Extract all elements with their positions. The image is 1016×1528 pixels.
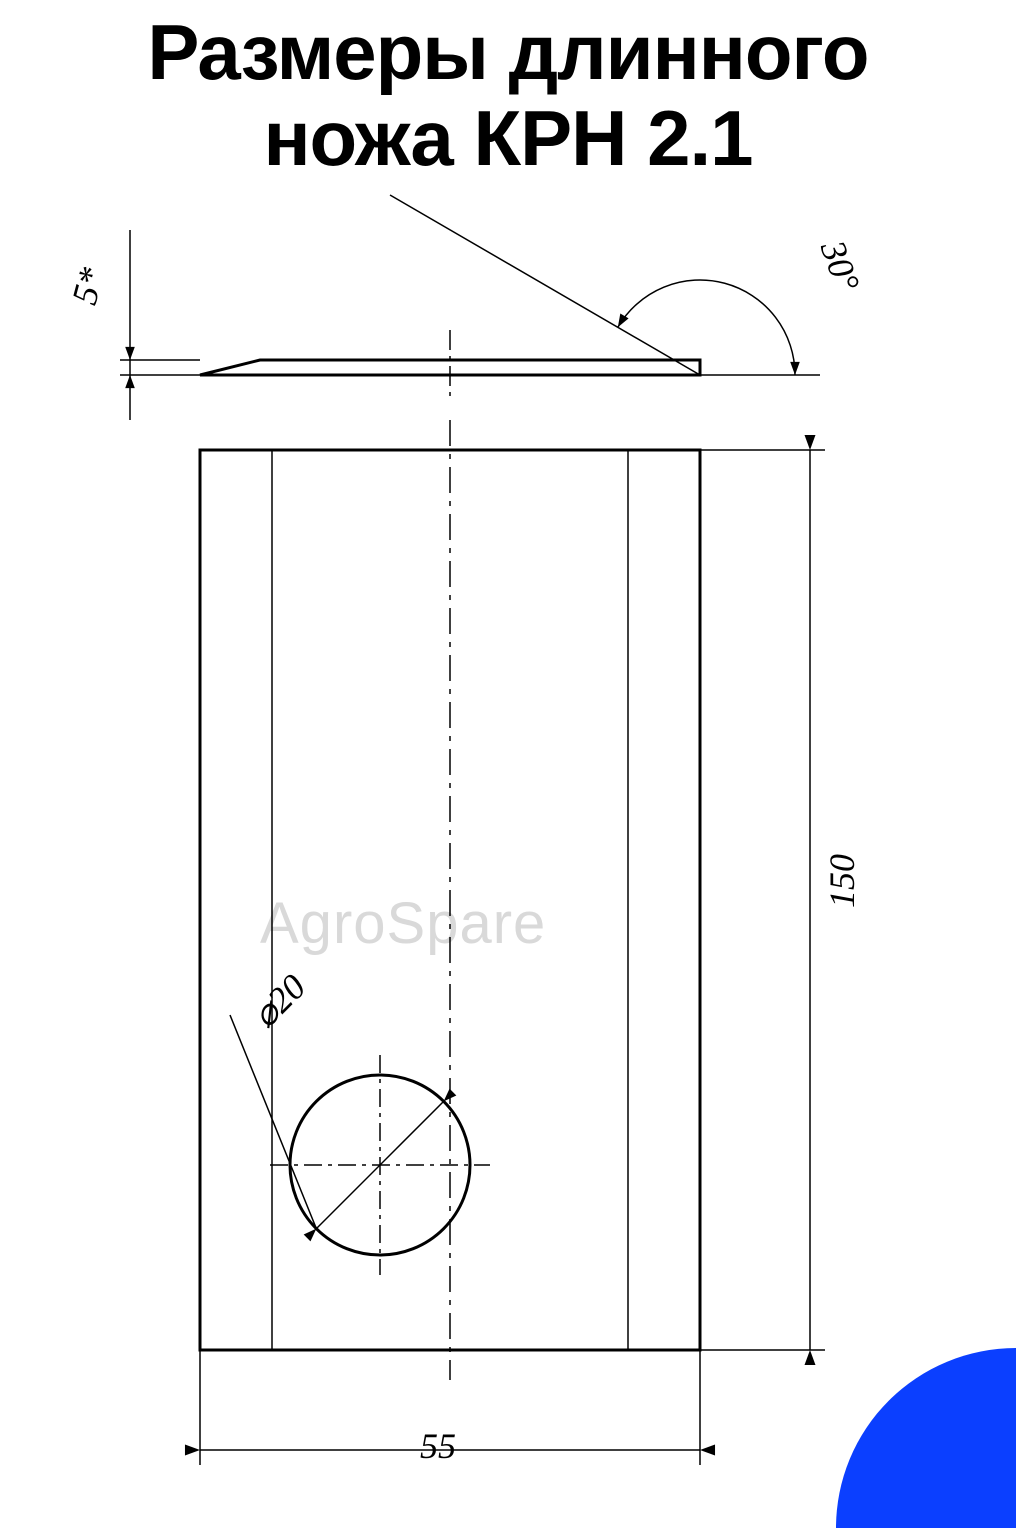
dim-height: 150 bbox=[821, 854, 863, 908]
top-view bbox=[0, 190, 1016, 450]
title-line1: Размеры длинного bbox=[147, 8, 868, 96]
front-view bbox=[0, 420, 1016, 1520]
page-title: Размеры длинного ножа КРН 2.1 bbox=[0, 0, 1016, 182]
dim-width: 55 bbox=[420, 1425, 456, 1467]
title-line2: ножа КРН 2.1 bbox=[263, 94, 752, 182]
drawing-area: AgroSpare 5* 30° 150 55 ⌀20 bbox=[0, 190, 1016, 1528]
